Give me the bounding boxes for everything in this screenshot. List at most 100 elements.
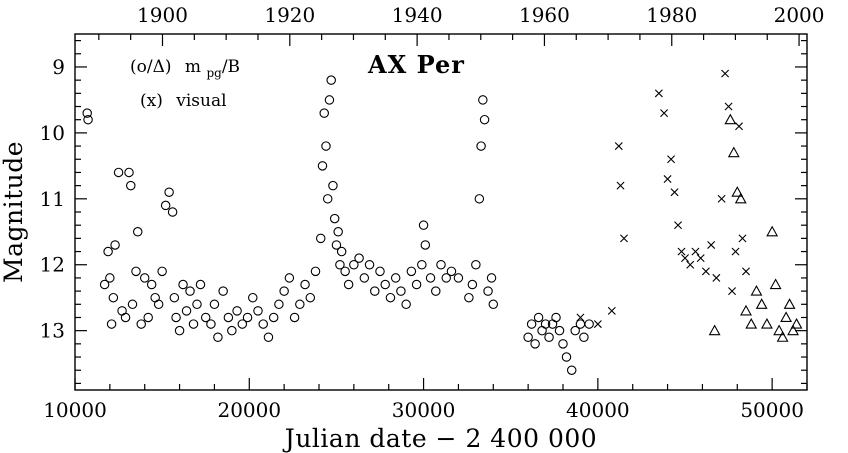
point-circle — [248, 292, 258, 303]
point-circle — [110, 240, 120, 250]
point-circle — [335, 259, 345, 270]
point-circle — [188, 319, 199, 329]
point-circle — [467, 279, 478, 290]
point-cross — [738, 234, 747, 243]
point-circle — [554, 325, 565, 336]
point-circle — [544, 332, 554, 343]
point-circle — [566, 365, 577, 375]
point-circle — [206, 319, 216, 329]
point-circle — [253, 306, 263, 316]
point-circle — [483, 286, 493, 296]
point-triangle — [769, 278, 782, 290]
point-circle — [167, 207, 178, 217]
point-circle — [108, 292, 119, 303]
point-circle — [354, 253, 364, 263]
point-cross — [742, 267, 750, 276]
point-circle — [124, 167, 134, 178]
plot-frame — [74, 33, 808, 391]
point-circle — [164, 187, 174, 197]
point-circle — [551, 312, 561, 323]
point-cross — [616, 181, 625, 190]
point-triangle — [724, 113, 737, 125]
point-circle — [558, 339, 568, 349]
point-circle — [319, 108, 329, 118]
point-cross — [576, 313, 585, 322]
point-triangle — [734, 192, 747, 204]
point-circle — [120, 312, 131, 323]
point-cross — [607, 306, 616, 315]
y-tick-label-11: 11 — [40, 187, 65, 211]
y-tick-label-12: 12 — [40, 253, 65, 277]
point-circle — [370, 286, 380, 296]
point-circle — [406, 266, 417, 277]
point-circle — [396, 286, 406, 296]
point-cross — [686, 260, 695, 269]
legend-line-2: (x) visual — [140, 91, 227, 111]
point-circle — [479, 114, 490, 125]
point-circle — [417, 259, 427, 270]
top-tick-label-1900: 1900 — [137, 3, 188, 27]
point-cross — [735, 122, 744, 131]
point-circle — [113, 167, 124, 178]
point-cross — [731, 247, 740, 256]
point-circle — [390, 273, 401, 283]
point-circle — [132, 227, 143, 237]
point-circle — [329, 213, 340, 224]
point-circle — [295, 299, 305, 310]
point-circle — [331, 240, 342, 250]
point-circle — [242, 312, 253, 323]
point-circle — [431, 286, 441, 296]
point-circle — [105, 273, 115, 283]
point-circle — [227, 325, 237, 336]
point-circle — [169, 292, 180, 303]
point-triangle — [773, 324, 786, 336]
top-tick-label-2000: 2000 — [774, 3, 825, 27]
point-circle — [523, 332, 533, 343]
point-circle — [300, 279, 310, 290]
point-circle — [153, 299, 164, 310]
point-circle — [584, 319, 594, 329]
point-circle — [195, 279, 206, 290]
point-circle — [106, 319, 117, 329]
y-tick-label-10: 10 — [40, 121, 65, 145]
point-triangle — [776, 331, 789, 342]
point-circle — [171, 312, 181, 323]
point-circle — [533, 312, 544, 323]
point-circle — [310, 266, 321, 277]
point-circle — [375, 266, 385, 277]
point-circle — [139, 273, 150, 283]
point-circle — [305, 292, 316, 303]
point-triangle — [731, 186, 744, 197]
point-circle — [209, 299, 220, 310]
y-axis-title: Magnitude — [0, 141, 28, 283]
point-circle — [326, 75, 336, 85]
x-tick-label-20000: 20000 — [217, 398, 281, 422]
point-circle — [471, 259, 481, 270]
legend-symbol-photo: (o/Δ) — [130, 57, 172, 77]
point-triangle — [783, 298, 796, 309]
point-circle — [263, 332, 274, 343]
legend-line-1: (o/Δ) m pg/B — [130, 57, 240, 80]
point-circle — [579, 332, 589, 343]
point-circle — [474, 194, 485, 204]
axis-ticks — [74, 34, 808, 390]
point-circle — [359, 273, 370, 283]
point-circle — [411, 279, 422, 290]
point-circle — [561, 352, 572, 362]
point-circle — [380, 279, 390, 290]
point-circle — [136, 319, 146, 329]
point-triangle — [750, 284, 763, 296]
point-circle — [178, 279, 188, 290]
x-axis-title: Julian date − 2 400 000 — [282, 424, 597, 453]
series-1 — [576, 69, 750, 329]
point-circle — [127, 299, 138, 310]
point-circle — [284, 273, 295, 283]
point-triangle — [727, 146, 740, 158]
x-tick-label-30000: 30000 — [392, 398, 456, 422]
x-tick-label-50000: 50000 — [740, 398, 804, 422]
point-cross — [614, 142, 623, 151]
point-circle — [185, 286, 195, 296]
point-circle — [453, 273, 464, 283]
point-circle — [279, 286, 289, 296]
